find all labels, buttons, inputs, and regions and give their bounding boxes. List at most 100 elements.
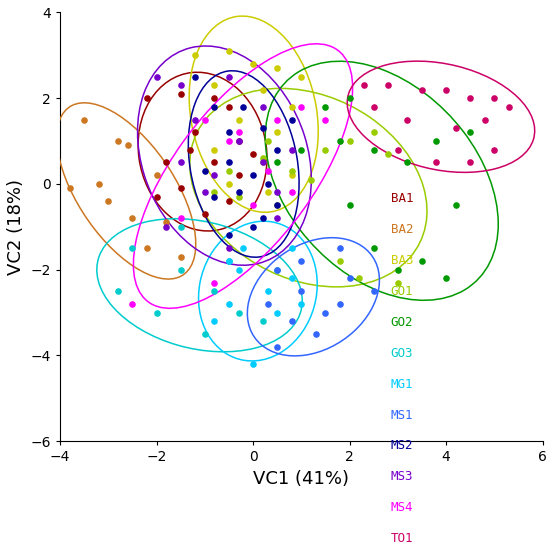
Point — [287, 244, 296, 252]
Point — [297, 300, 306, 309]
Point — [287, 188, 296, 197]
X-axis label: VC1 (41%): VC1 (41%) — [253, 469, 350, 488]
Point — [297, 72, 306, 81]
Point — [370, 128, 378, 137]
Text: MG1: MG1 — [391, 377, 413, 391]
Point — [224, 257, 233, 266]
Point — [224, 137, 233, 145]
Point — [210, 145, 219, 154]
Point — [480, 115, 489, 124]
Point — [336, 300, 345, 309]
Point — [466, 158, 475, 167]
Point — [311, 329, 320, 338]
Point — [263, 188, 272, 197]
Point — [234, 137, 243, 145]
Point — [224, 257, 233, 266]
Point — [273, 265, 281, 274]
Point — [370, 145, 378, 154]
Point — [224, 166, 233, 175]
Point — [224, 47, 233, 56]
Point — [287, 102, 296, 111]
Point — [345, 94, 354, 102]
Point — [249, 360, 258, 369]
Point — [258, 154, 267, 163]
Point — [490, 94, 499, 102]
Point — [442, 85, 450, 94]
Point — [176, 252, 185, 261]
Point — [273, 265, 281, 274]
Point — [210, 192, 219, 201]
Point — [224, 72, 233, 81]
Point — [210, 287, 219, 295]
Point — [224, 158, 233, 167]
Point — [191, 128, 199, 137]
Point — [234, 137, 243, 145]
Point — [452, 201, 460, 210]
Point — [80, 115, 89, 124]
Point — [104, 197, 112, 206]
Point — [201, 329, 209, 338]
Point — [162, 218, 171, 227]
Point — [191, 72, 199, 81]
Point — [273, 342, 281, 351]
Point — [224, 300, 233, 309]
Point — [432, 137, 441, 145]
Point — [176, 214, 185, 223]
Point — [263, 287, 272, 295]
Point — [336, 137, 345, 145]
Point — [249, 149, 258, 158]
Point — [152, 171, 161, 180]
Point — [128, 300, 137, 309]
Point — [297, 257, 306, 266]
Point — [321, 145, 330, 154]
Point — [191, 115, 199, 124]
Point — [234, 128, 243, 137]
Point — [176, 184, 185, 193]
Point — [321, 308, 330, 317]
Point — [263, 180, 272, 188]
Point — [384, 81, 393, 90]
Y-axis label: VC2 (18%): VC2 (18%) — [7, 179, 25, 275]
Point — [234, 192, 243, 201]
Point — [201, 166, 209, 175]
Point — [418, 257, 427, 266]
Point — [176, 81, 185, 90]
Point — [273, 115, 281, 124]
Point — [210, 171, 219, 180]
Point — [152, 308, 161, 317]
Point — [224, 197, 233, 206]
Point — [403, 115, 412, 124]
Point — [210, 188, 219, 197]
Point — [418, 85, 427, 94]
Point — [201, 209, 209, 218]
Point — [176, 89, 185, 98]
Point — [224, 128, 233, 137]
Point — [142, 94, 151, 102]
Point — [321, 115, 330, 124]
Point — [370, 287, 378, 295]
Point — [345, 137, 354, 145]
Point — [287, 166, 296, 175]
Point — [393, 145, 402, 154]
Point — [94, 180, 103, 188]
Point — [210, 94, 219, 102]
Point — [234, 188, 243, 197]
Point — [258, 158, 267, 167]
Text: TO1: TO1 — [391, 532, 413, 545]
Point — [273, 158, 281, 167]
Point — [224, 102, 233, 111]
Point — [142, 244, 151, 252]
Point — [201, 188, 209, 197]
Point — [297, 145, 306, 154]
Point — [210, 158, 219, 167]
Point — [123, 141, 132, 150]
Point — [273, 64, 281, 73]
Point — [355, 274, 363, 283]
Point — [273, 188, 281, 197]
Point — [210, 81, 219, 90]
Point — [249, 223, 258, 231]
Point — [273, 201, 281, 210]
Point — [186, 145, 195, 154]
Point — [162, 158, 171, 167]
Point — [201, 115, 209, 124]
